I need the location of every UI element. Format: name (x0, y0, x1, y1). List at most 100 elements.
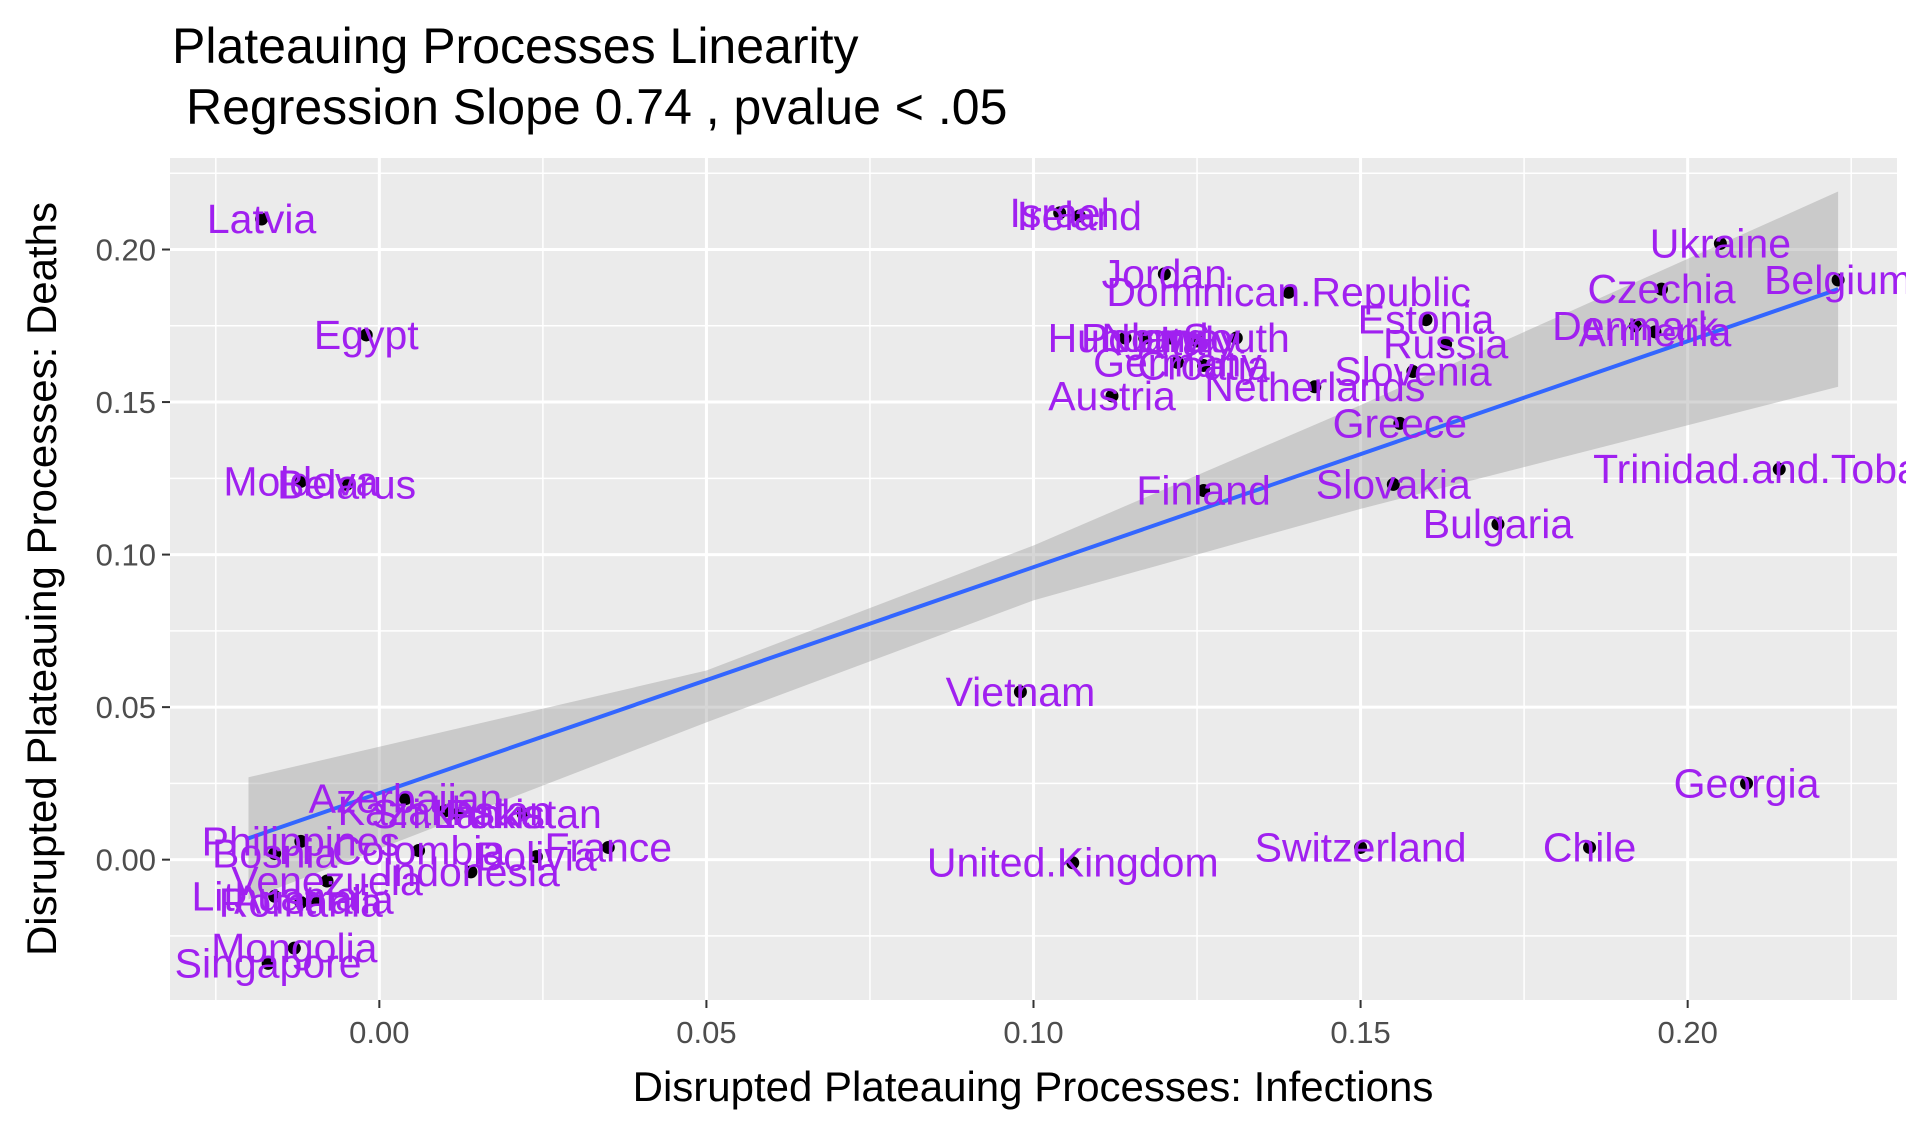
point-label: Russia (1383, 321, 1509, 367)
data-point (294, 474, 308, 488)
data-point (287, 941, 301, 955)
data-point (1419, 313, 1433, 327)
point-label: France (544, 824, 672, 870)
data-point (307, 892, 321, 906)
y-tick-label: 0.00 (96, 843, 156, 878)
point-label: Chile (1543, 824, 1636, 870)
point-label: Vietnam (946, 669, 1096, 715)
data-point (1308, 380, 1322, 394)
point-label: Greece (1333, 400, 1467, 446)
data-point (1138, 331, 1152, 345)
point-label: Jordan (1102, 251, 1227, 297)
point-label: United.Kingdom (927, 840, 1219, 886)
point-label: Trinidad.and.Tobago (1593, 446, 1906, 492)
data-point (1170, 355, 1184, 369)
data-point (1628, 319, 1642, 333)
data-point (1740, 776, 1754, 790)
data-points (255, 206, 1845, 970)
data-point (1072, 209, 1086, 223)
data-point (451, 807, 465, 821)
point-label: Colombia (332, 828, 505, 874)
major-gridlines (170, 158, 1897, 1000)
point-label: Latvia (207, 196, 317, 242)
point-label: Netherlands (1204, 364, 1425, 410)
point-label: Belgium (1764, 257, 1906, 303)
data-point (601, 840, 615, 854)
data-point (1393, 416, 1407, 430)
point-label: Kazakhstan (338, 788, 552, 834)
point-label: Singapore (175, 940, 362, 986)
point-label: Egypt (314, 312, 419, 358)
regression-line (247, 287, 1839, 841)
data-point (359, 328, 373, 342)
point-label: Pakistan (445, 791, 602, 837)
point-label: Poland (1081, 315, 1209, 361)
data-point (320, 874, 334, 888)
x-tick-label: 0.05 (676, 1015, 736, 1050)
chart-title: Plateauing Processes Linearity (172, 18, 859, 74)
x-axis-label: Disrupted Plateauing Processes: Infectio… (633, 1063, 1434, 1110)
data-point (1386, 477, 1400, 491)
data-point (1713, 236, 1727, 250)
data-point (1197, 358, 1211, 372)
point-label: Bolivia (476, 834, 597, 880)
data-point (412, 844, 426, 858)
point-label: Italy (1159, 318, 1235, 364)
data-point (294, 895, 308, 909)
point-label: Czechia (1587, 266, 1735, 312)
point-label: Bosnia (212, 831, 338, 877)
point-label: Austria (1048, 373, 1176, 419)
y-axis-ticks: 0.00 0.05 0.10 0.15 0.20 (96, 233, 170, 878)
point-label: Hungary (1048, 315, 1203, 361)
data-point (1583, 840, 1597, 854)
point-label: Germany (1093, 339, 1262, 385)
y-tick-label: 0.15 (96, 385, 156, 420)
data-point (516, 807, 530, 821)
data-point (1197, 484, 1211, 498)
data-point (261, 956, 275, 970)
point-label: Belarus (277, 461, 416, 507)
confidence-band (248, 191, 1839, 900)
data-point (399, 792, 412, 806)
data-point (529, 850, 543, 864)
point-label: Mongolia (211, 925, 378, 971)
point-label: Estonia (1358, 297, 1495, 343)
point-label: Bulgaria (1423, 501, 1574, 547)
fit-line (247, 287, 1839, 841)
point-label: Australia (234, 876, 394, 922)
data-point (1190, 334, 1204, 348)
data-point (1282, 285, 1296, 299)
point-label: Slovenia (1334, 349, 1491, 395)
point-label: Philippines (202, 818, 400, 864)
data-point (1066, 856, 1080, 870)
point-label: Georgia (1674, 760, 1820, 806)
data-point (1491, 517, 1505, 531)
point-label: Israel (1010, 190, 1110, 236)
x-tick-label: 0.20 (1657, 1015, 1717, 1050)
data-point (255, 212, 269, 226)
data-point (1157, 267, 1171, 281)
data-point (1118, 331, 1132, 345)
x-tick-label: 0.15 (1330, 1015, 1390, 1050)
point-label: Azerbaijan (309, 776, 503, 822)
point-label: South (1183, 315, 1290, 361)
y-tick-label: 0.20 (96, 233, 156, 268)
point-label: Lithuania (191, 873, 358, 919)
data-point (268, 889, 282, 903)
data-point (268, 847, 282, 861)
data-point (1229, 331, 1243, 345)
confidence-band-area (248, 191, 1839, 900)
x-axis-ticks: 0.00 0.05 0.10 0.15 0.20 (349, 1000, 1718, 1050)
data-point (464, 865, 478, 879)
point-label: Ukraine (1650, 220, 1791, 266)
point-label: Armenia (1579, 309, 1732, 355)
x-tick-label: 0.00 (349, 1015, 409, 1050)
point-label: Moldova (223, 458, 378, 504)
point-label: Finland (1136, 468, 1270, 514)
data-point (1406, 365, 1420, 379)
data-point (1164, 331, 1178, 345)
data-point (1053, 206, 1067, 220)
data-point (1655, 282, 1668, 296)
